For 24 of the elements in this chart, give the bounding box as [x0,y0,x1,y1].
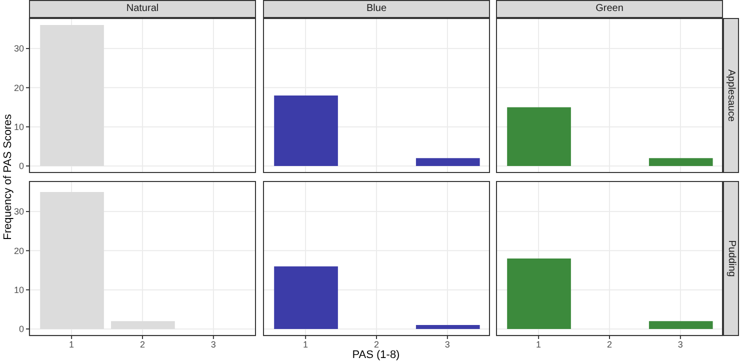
chart-title: Natural [29,0,256,18]
x-tick-label: 1 [69,339,74,350]
text: Pudding [726,240,737,277]
x-tick-label: 3 [678,339,683,350]
x-axis-title: PAS (1-8) [351,349,401,361]
x-tick-label: 3 [444,339,450,350]
x-tick-label: 2 [140,339,146,350]
y-axis-title: Frequency of PAS Scores [2,114,14,240]
y-tick-label: 20 [14,82,24,93]
x-tick-label: 1 [303,339,308,350]
x-tick-label: 2 [374,339,380,350]
y-tick-label: 30 [14,206,24,217]
y-tick-label: 10 [14,122,24,132]
y-tick-label: 0 [18,324,24,334]
chart-title: Blue [263,0,490,18]
x-tick-label: 1 [536,339,542,350]
x-tick-label: 2 [606,339,612,350]
text: Applesauce [726,69,737,122]
y-tick-label: 20 [14,246,24,256]
x-tick-label: 3 [210,339,216,350]
y-tick-label: 10 [14,285,24,296]
y-tick-label: 30 [14,44,24,54]
chart-title: Green [496,0,723,18]
y-tick-label: 0 [18,161,24,172]
